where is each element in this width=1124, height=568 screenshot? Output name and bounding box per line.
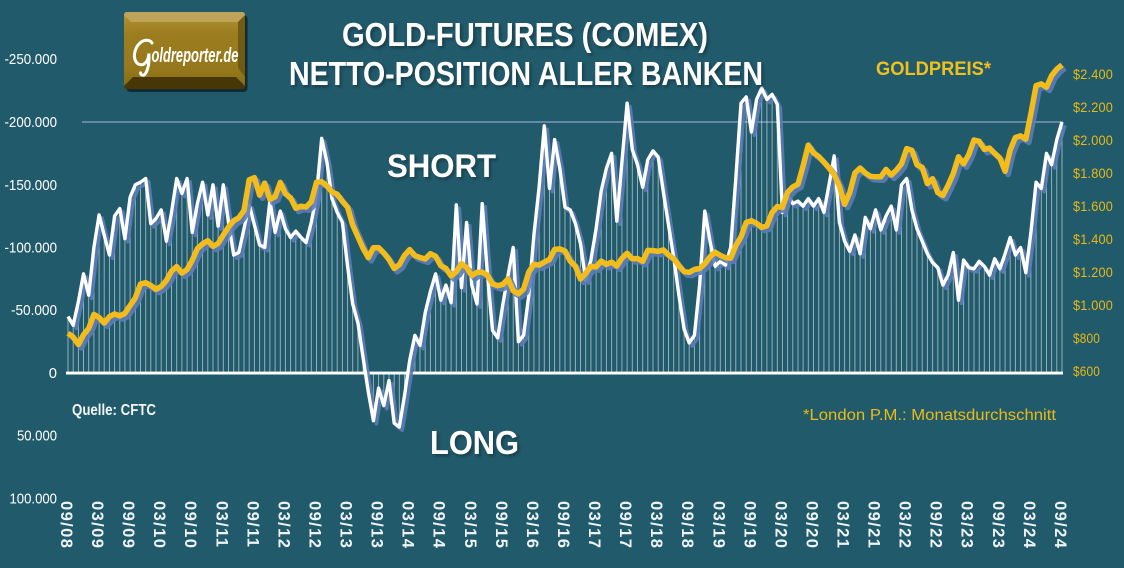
svg-text:09/21: 09/21 bbox=[865, 501, 883, 549]
svg-text:GOLDPREIS*: GOLDPREIS* bbox=[876, 59, 992, 80]
svg-text:09/24: 09/24 bbox=[1051, 501, 1069, 549]
svg-text:0: 0 bbox=[49, 366, 57, 382]
svg-text:GOLD-FUTURES (COMEX): GOLD-FUTURES (COMEX) bbox=[342, 16, 708, 53]
svg-text:03/18: 03/18 bbox=[647, 501, 665, 549]
svg-text:09/10: 09/10 bbox=[181, 501, 199, 549]
svg-text:Quelle: CFTC: Quelle: CFTC bbox=[72, 402, 156, 419]
svg-text:$1.000: $1.000 bbox=[1073, 298, 1113, 314]
svg-text:oldreporter.de: oldreporter.de bbox=[152, 44, 239, 67]
svg-text:09/13: 09/13 bbox=[368, 501, 386, 549]
svg-text:-250.000: -250.000 bbox=[5, 52, 58, 68]
svg-text:03/19: 03/19 bbox=[709, 501, 727, 549]
svg-text:$2.000: $2.000 bbox=[1073, 133, 1113, 149]
svg-text:09/22: 09/22 bbox=[927, 501, 945, 549]
svg-text:$2.200: $2.200 bbox=[1073, 100, 1113, 116]
svg-text:09/12: 09/12 bbox=[306, 501, 324, 549]
svg-text:09/09: 09/09 bbox=[119, 501, 137, 549]
svg-text:-200.000: -200.000 bbox=[5, 115, 58, 131]
svg-text:09/19: 09/19 bbox=[740, 501, 758, 549]
svg-text:03/17: 03/17 bbox=[585, 501, 603, 549]
svg-text:$1.600: $1.600 bbox=[1073, 199, 1113, 215]
svg-text:03/14: 03/14 bbox=[399, 501, 417, 549]
svg-text:$1.200: $1.200 bbox=[1073, 265, 1113, 281]
svg-text:-50.000: -50.000 bbox=[11, 303, 57, 319]
svg-text:09/15: 09/15 bbox=[492, 501, 510, 549]
svg-text:03/11: 03/11 bbox=[212, 501, 230, 548]
svg-text:09/20: 09/20 bbox=[802, 501, 820, 549]
svg-text:09/14: 09/14 bbox=[430, 501, 448, 549]
svg-text:03/09: 03/09 bbox=[88, 501, 106, 549]
svg-text:03/21: 03/21 bbox=[834, 501, 852, 549]
svg-text:03/12: 03/12 bbox=[274, 501, 292, 549]
svg-text:03/22: 03/22 bbox=[896, 501, 914, 549]
svg-text:03/15: 03/15 bbox=[461, 501, 479, 549]
svg-text:03/13: 03/13 bbox=[337, 501, 355, 549]
svg-text:09/17: 09/17 bbox=[616, 501, 634, 549]
svg-text:-150.000: -150.000 bbox=[5, 178, 58, 194]
svg-text:LONG: LONG bbox=[430, 424, 519, 461]
svg-text:SHORT: SHORT bbox=[387, 148, 496, 184]
svg-text:09/16: 09/16 bbox=[554, 501, 572, 549]
svg-text:09/23: 09/23 bbox=[989, 501, 1007, 549]
svg-text:100.000: 100.000 bbox=[10, 492, 58, 508]
svg-text:$2.400: $2.400 bbox=[1073, 67, 1113, 83]
svg-text:03/23: 03/23 bbox=[958, 501, 976, 549]
svg-text:09/11: 09/11 bbox=[243, 501, 261, 548]
svg-text:09/18: 09/18 bbox=[678, 501, 696, 549]
svg-text:$1.800: $1.800 bbox=[1073, 166, 1113, 182]
svg-text:-100.000: -100.000 bbox=[5, 241, 58, 257]
svg-text:03/10: 03/10 bbox=[150, 501, 168, 549]
svg-text:NETTO-POSITION ALLER BANKEN: NETTO-POSITION ALLER BANKEN bbox=[289, 55, 763, 92]
svg-text:03/16: 03/16 bbox=[523, 501, 541, 549]
svg-text:*London P.M.: Monatsdurchschni: *London P.M.: Monatsdurchschnitt bbox=[803, 407, 1057, 424]
svg-text:$800: $800 bbox=[1073, 331, 1100, 347]
svg-text:50.000: 50.000 bbox=[17, 429, 57, 445]
svg-text:03/24: 03/24 bbox=[1020, 501, 1038, 549]
svg-text:09/08: 09/08 bbox=[57, 501, 75, 549]
svg-text:03/20: 03/20 bbox=[771, 501, 789, 549]
svg-text:$1.400: $1.400 bbox=[1073, 232, 1113, 248]
svg-text:$600: $600 bbox=[1073, 364, 1100, 380]
